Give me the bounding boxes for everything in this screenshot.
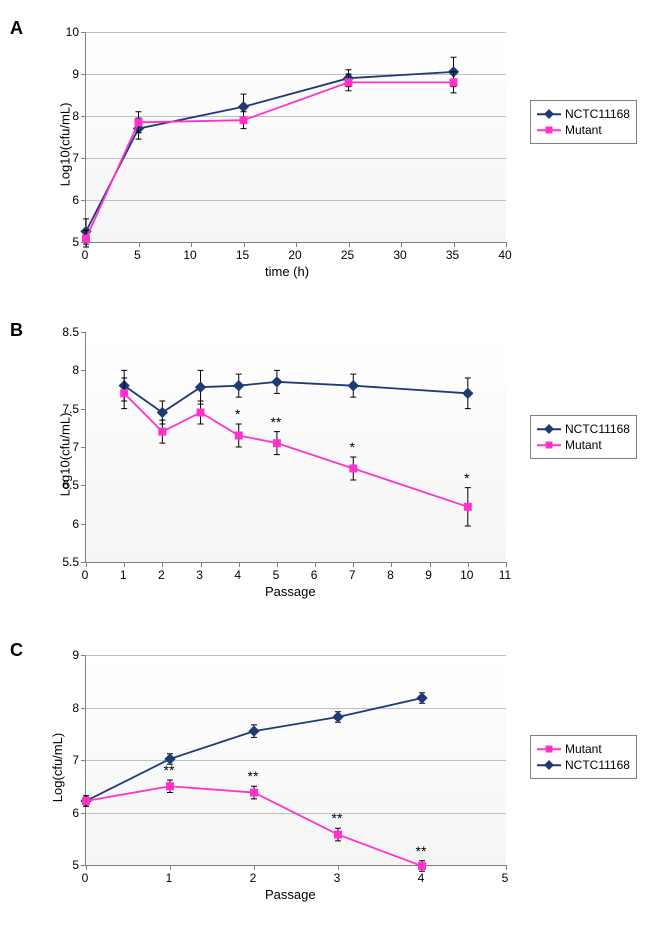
panel-label-b: B xyxy=(10,320,23,341)
x-axis-label: time (h) xyxy=(265,264,309,279)
significance-label: * xyxy=(464,470,469,486)
xtick-label: 20 xyxy=(288,248,301,262)
panel-label-c: C xyxy=(10,640,23,661)
ytick-label: 5 xyxy=(55,858,79,872)
xtick-label: 7 xyxy=(349,568,356,582)
xtick-label: 40 xyxy=(498,248,511,262)
xtick-label: 35 xyxy=(446,248,459,262)
xtick-label: 5 xyxy=(134,248,141,262)
xtick-label: 10 xyxy=(460,568,473,582)
significance-label: ** xyxy=(416,843,427,859)
significance-label: * xyxy=(235,406,240,422)
significance-label: * xyxy=(350,439,355,455)
xtick-label: 3 xyxy=(196,568,203,582)
ytick-label: 6 xyxy=(55,193,79,207)
legend: NCTC11168 Mutant xyxy=(530,415,637,459)
xtick-label: 8 xyxy=(387,568,394,582)
ytick-label: 10 xyxy=(55,25,79,39)
figure-container: A56789100510152025303540Log10(cfu/mL)tim… xyxy=(0,0,666,928)
xtick-label: 0 xyxy=(82,248,89,262)
plot-area-a xyxy=(85,32,506,243)
xtick-label: 9 xyxy=(425,568,432,582)
legend-item: NCTC11168 xyxy=(537,758,630,772)
xtick-label: 5 xyxy=(273,568,280,582)
xtick-label: 2 xyxy=(250,871,257,885)
xtick-label: 4 xyxy=(418,871,425,885)
legend-label: Mutant xyxy=(565,438,602,452)
legend-label: NCTC11168 xyxy=(565,107,630,121)
xtick-label: 4 xyxy=(234,568,241,582)
xtick-label: 25 xyxy=(341,248,354,262)
ytick-label: 8.5 xyxy=(55,325,79,339)
legend: Mutant NCTC11168 xyxy=(530,735,637,779)
legend-label: Mutant xyxy=(565,742,602,756)
legend-label: Mutant xyxy=(565,123,602,137)
xtick-label: 2 xyxy=(158,568,165,582)
legend: NCTC11168 Mutant xyxy=(530,100,637,144)
xtick-label: 0 xyxy=(82,568,89,582)
legend-item: Mutant xyxy=(537,438,630,452)
ytick-label: 8 xyxy=(55,701,79,715)
series-svg xyxy=(86,655,506,865)
ytick-label: 9 xyxy=(55,67,79,81)
legend-item: Mutant xyxy=(537,742,630,756)
ytick-label: 8 xyxy=(55,363,79,377)
xtick-label: 30 xyxy=(393,248,406,262)
xtick-label: 15 xyxy=(236,248,249,262)
ytick-label: 6 xyxy=(55,517,79,531)
significance-label: ** xyxy=(270,414,281,430)
significance-label: ** xyxy=(332,810,343,826)
x-axis-label: Passage xyxy=(265,887,316,902)
legend-item: Mutant xyxy=(537,123,630,137)
xtick-label: 3 xyxy=(334,871,341,885)
ytick-label: 6 xyxy=(55,806,79,820)
legend-item: NCTC11168 xyxy=(537,422,630,436)
y-axis-label: Log10(cfu/mL) xyxy=(57,103,72,187)
xtick-label: 1 xyxy=(166,871,173,885)
ytick-label: 5 xyxy=(55,235,79,249)
significance-label: ** xyxy=(164,762,175,778)
xtick-label: 5 xyxy=(502,871,509,885)
plot-area-b xyxy=(85,332,506,563)
legend-item: NCTC11168 xyxy=(537,107,630,121)
ytick-label: 5.5 xyxy=(55,555,79,569)
y-axis-label: Log10(cfu/mL) xyxy=(57,413,72,497)
legend-label: NCTC11168 xyxy=(565,422,630,436)
x-axis-label: Passage xyxy=(265,584,316,599)
series-svg xyxy=(86,332,506,562)
y-axis-label: Log(cfu/mL) xyxy=(50,733,65,802)
legend-label: NCTC11168 xyxy=(565,758,630,772)
panel-label-a: A xyxy=(10,18,23,39)
series-svg xyxy=(86,32,506,242)
xtick-label: 11 xyxy=(499,568,511,582)
xtick-label: 6 xyxy=(311,568,318,582)
xtick-label: 10 xyxy=(183,248,196,262)
xtick-label: 1 xyxy=(120,568,127,582)
significance-label: ** xyxy=(248,768,259,784)
xtick-label: 0 xyxy=(82,871,89,885)
ytick-label: 9 xyxy=(55,648,79,662)
plot-area-c xyxy=(85,655,506,866)
